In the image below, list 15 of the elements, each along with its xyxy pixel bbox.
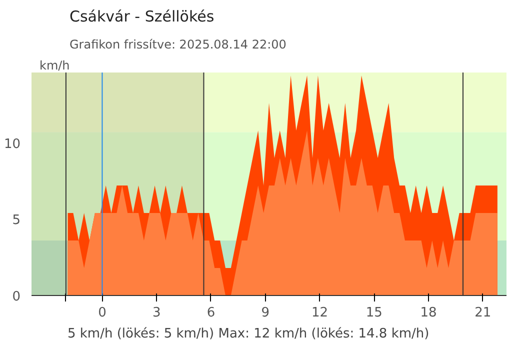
y-tick-label: 10 [4,136,21,152]
x-tick-label: 18 [420,306,437,320]
y-tick-label: 5 [12,213,21,228]
chart-subtitle: Grafikon frissítve: 2025.08.14 22:00 [70,38,286,52]
x-tick-label: 12 [311,306,328,320]
x-tick-label: 0 [98,306,106,320]
x-tick-label: 9 [261,306,270,320]
x-tick-label: 21 [474,306,492,320]
y-tick-label: 0 [12,290,21,304]
y-axis-title: km/h [40,58,70,72]
x-tick-label: 15 [366,306,382,320]
chart-title: Csákvár - Széllökés [70,8,214,26]
x-tick-label: 3 [152,306,161,320]
text: 5 km/h (lökés: 5 km/h) Max: 12 km/h (lökés: 14.8 km/h) [68,326,430,342]
x-tick-label: 6 [206,306,216,320]
